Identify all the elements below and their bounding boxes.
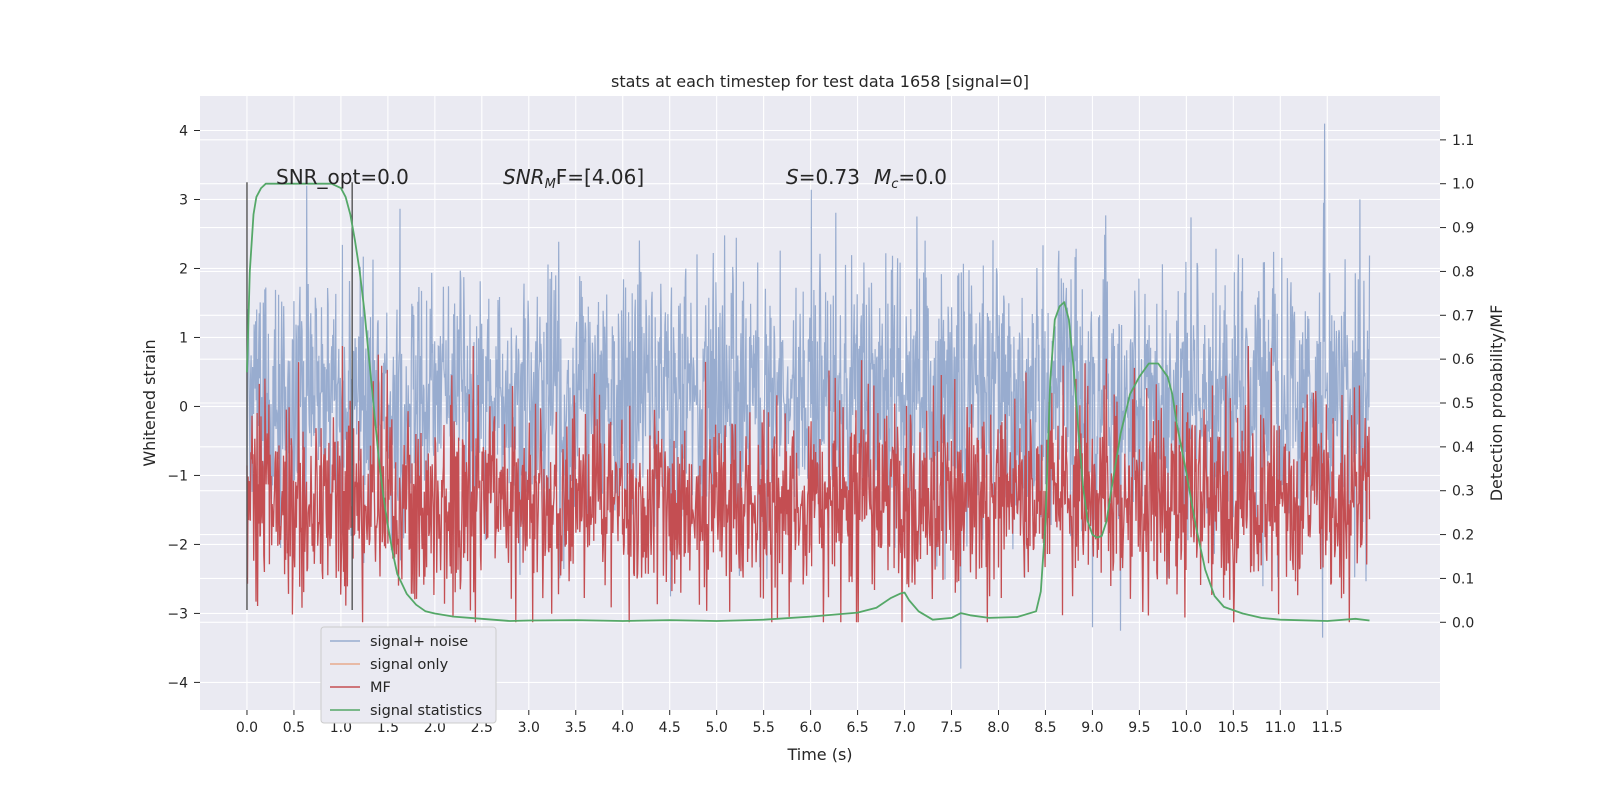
- legend-label-mf: MF: [370, 680, 391, 696]
- x-tick-label-1: 0.5: [283, 720, 305, 736]
- x-tick-label-15: 7.5: [940, 720, 962, 736]
- signal-noise-line: [246, 123, 1371, 669]
- x-tick-label-5: 2.5: [471, 720, 493, 736]
- legend-label-signal-statistics: signal statistics: [370, 703, 482, 719]
- y-left-tick-label-6: −2: [167, 537, 188, 553]
- x-axis-label: Time (s): [786, 745, 852, 764]
- x-tick-label-12: 6.0: [799, 720, 821, 736]
- y-right-tick-label-5: 0.6: [1452, 352, 1474, 368]
- y-right-tick-label-6: 0.5: [1452, 396, 1474, 412]
- x-tick-label-8: 4.0: [612, 720, 634, 736]
- y-right-tick-label-1: 1.0: [1452, 177, 1474, 193]
- y-right-tick-labels: 1.1 1.0 0.9 0.8 0.7 0.6 0.5 0.4 0.3 0.2 0.1 0.0: [1440, 133, 1474, 631]
- x-tick-label-23: 11.5: [1312, 720, 1343, 736]
- y-left-axis-label: Whitened strain: [140, 339, 159, 466]
- annotation-snr-opt: SNR_opt=0.0: [276, 165, 409, 189]
- y-left-tick-label-0: 4: [179, 123, 188, 139]
- annotation-s-mc: S=0.73 Mc=0.0: [786, 165, 947, 192]
- x-tick-label-20: 10.0: [1171, 720, 1202, 736]
- y-right-tick-label-9: 0.2: [1452, 528, 1474, 544]
- y-left-tick-label-8: −4: [167, 675, 188, 691]
- y-right-tick-label-3: 0.8: [1452, 264, 1474, 280]
- x-tick-label-7: 3.5: [565, 720, 587, 736]
- x-tick-label-3: 1.5: [377, 720, 399, 736]
- signal-noise-series: [246, 123, 1371, 669]
- y-right-tick-label-4: 0.7: [1452, 308, 1474, 324]
- mf-line: [246, 345, 1371, 623]
- x-tick-label-14: 7.0: [893, 720, 915, 736]
- legend: signal+ noise signal only MF signal stat…: [320, 626, 497, 724]
- x-tick-label-19: 9.5: [1128, 720, 1150, 736]
- x-tick-label-6: 3.0: [518, 720, 540, 736]
- x-tick-label-13: 6.5: [846, 720, 868, 736]
- y-right-tick-label-7: 0.4: [1452, 440, 1474, 456]
- x-tick-label-10: 5.0: [706, 720, 728, 736]
- legend-box: [320, 626, 497, 724]
- y-left-tick-label-7: −3: [167, 606, 188, 622]
- y-left-tick-label-4: 0: [179, 399, 188, 415]
- x-tick-label-0: 0.0: [236, 720, 258, 736]
- y-right-tick-label-11: 0.0: [1452, 615, 1474, 631]
- x-tick-label-21: 10.5: [1218, 720, 1249, 736]
- x-tick-label-16: 8.0: [987, 720, 1009, 736]
- x-tick-label-4: 2.0: [424, 720, 446, 736]
- legend-label-signal-noise: signal+ noise: [370, 634, 468, 650]
- y-left-tick-label-2: 2: [179, 261, 188, 277]
- chart-title: stats at each timestep for test data 165…: [611, 72, 1029, 91]
- y-right-tick-label-10: 0.1: [1452, 571, 1474, 587]
- x-tick-label-18: 9.0: [1081, 720, 1103, 736]
- y-left-tick-label-5: −1: [167, 468, 188, 484]
- y-left-tick-label-3: 1: [179, 330, 188, 346]
- y-right-axis-label: Detection probability/MF: [1487, 305, 1506, 502]
- y-left-tick-label-1: 3: [179, 192, 188, 208]
- y-left-tick-labels: 4 3 2 1 0 −1 −2 −3 −4: [167, 123, 200, 691]
- mf-series: [246, 345, 1371, 623]
- x-tick-label-2: 1.0: [330, 720, 352, 736]
- x-tick-label-9: 4.5: [659, 720, 681, 736]
- x-tick-labels: 0.0 0.5 1.0 1.5 2.0 2.5 3.0 3.5 4.0 4.5 5.0 5.5 6.0 6…: [236, 710, 1343, 736]
- y-right-tick-label-0: 1.1: [1452, 133, 1474, 149]
- signal-statistics-line: [246, 182, 1370, 622]
- signal-statistics-series: [246, 182, 1370, 622]
- y-right-tick-label-8: 0.3: [1452, 484, 1474, 500]
- x-tick-label-17: 8.5: [1034, 720, 1056, 736]
- x-tick-label-11: 5.5: [753, 720, 775, 736]
- y-right-tick-label-2: 0.9: [1452, 221, 1474, 237]
- x-tick-label-22: 11.0: [1265, 720, 1296, 736]
- vertical-markers: [246, 182, 353, 610]
- annotation-snr-mf: SNRMF=[4.06]: [503, 165, 644, 192]
- legend-label-signal-only: signal only: [370, 657, 449, 673]
